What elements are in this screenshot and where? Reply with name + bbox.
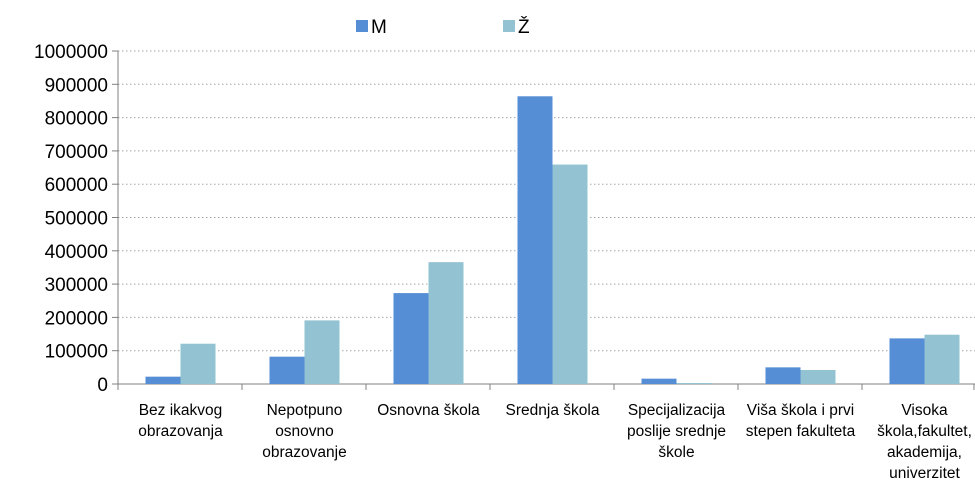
category-label: Viša škola i prvi stepen fakulteta bbox=[746, 402, 856, 440]
legend-swatch bbox=[503, 20, 515, 32]
category-label-line: obrazovanja bbox=[138, 423, 223, 440]
bars bbox=[145, 96, 960, 385]
bar-z bbox=[676, 383, 712, 384]
x-axis: Bez ikakvog obrazovanja Nepotpuno osnovno ob… bbox=[117, 383, 975, 482]
category-label: Specijalizacija poslije srednje škole bbox=[627, 402, 726, 461]
category-label-line: Nepotpuno bbox=[267, 402, 343, 419]
category-label-line: Bez ikakvog bbox=[139, 402, 223, 419]
y-tick-label: 100000 bbox=[45, 342, 108, 363]
category-label-line: Specijalizacija bbox=[628, 402, 726, 419]
category-label-line: Osnovna škola bbox=[377, 402, 480, 419]
bar-z bbox=[180, 343, 216, 384]
bar-m bbox=[269, 356, 305, 384]
y-axis: 0 100000 200000 300000 400000 500000 600000 700… bbox=[34, 42, 119, 396]
bar-m bbox=[765, 367, 801, 384]
y-tick-label: 700000 bbox=[45, 142, 108, 163]
y-tick-label: 900000 bbox=[45, 75, 108, 96]
bar-z bbox=[552, 164, 588, 384]
bar-m bbox=[889, 338, 925, 384]
category-label-line: obrazovanje bbox=[262, 444, 346, 461]
category-label-line: škole bbox=[658, 444, 694, 461]
bar-z bbox=[800, 370, 836, 384]
y-tick-label: 0 bbox=[97, 375, 108, 396]
bar-z bbox=[428, 262, 464, 384]
y-tick-label: 300000 bbox=[45, 275, 108, 296]
bar-z bbox=[304, 320, 340, 384]
category-label-line: osnovno bbox=[275, 423, 334, 440]
legend-label: M bbox=[371, 17, 387, 38]
bar-m bbox=[145, 376, 181, 384]
bar-m bbox=[517, 96, 553, 385]
category-label: Osnovna škola bbox=[377, 402, 480, 419]
category-label-line: akademija, bbox=[887, 444, 962, 461]
category-label-line: Srednja škola bbox=[506, 402, 600, 419]
category-label: Bez ikakvog obrazovanja bbox=[138, 402, 223, 440]
legend-label: Ž bbox=[518, 16, 530, 38]
y-tick-label: 1000000 bbox=[34, 42, 108, 63]
legend-swatch bbox=[356, 20, 368, 32]
category-label-line: stepen fakulteta bbox=[746, 423, 856, 440]
category-label-line: škola,fakultet, bbox=[877, 423, 972, 440]
y-tick-label: 800000 bbox=[45, 109, 108, 130]
bar-m bbox=[393, 293, 429, 384]
bar-m bbox=[641, 378, 677, 384]
category-label-line: univerzitet bbox=[889, 465, 960, 482]
category-label: Srednja škola bbox=[506, 402, 600, 419]
y-tick-label: 400000 bbox=[45, 242, 108, 263]
category-label-line: Viša škola i prvi bbox=[747, 402, 854, 419]
y-tick-label: 600000 bbox=[45, 175, 108, 196]
category-label: Visoka škola,fakultet, akademija, univerzit… bbox=[877, 402, 972, 482]
category-label: Nepotpuno osnovno obrazovanje bbox=[262, 402, 346, 461]
category-label-line: poslije srednje bbox=[627, 423, 726, 440]
category-label-line: Visoka bbox=[901, 402, 948, 419]
bar-z bbox=[924, 334, 960, 384]
y-tick-label: 200000 bbox=[45, 308, 108, 329]
y-tick-label: 500000 bbox=[45, 209, 108, 230]
